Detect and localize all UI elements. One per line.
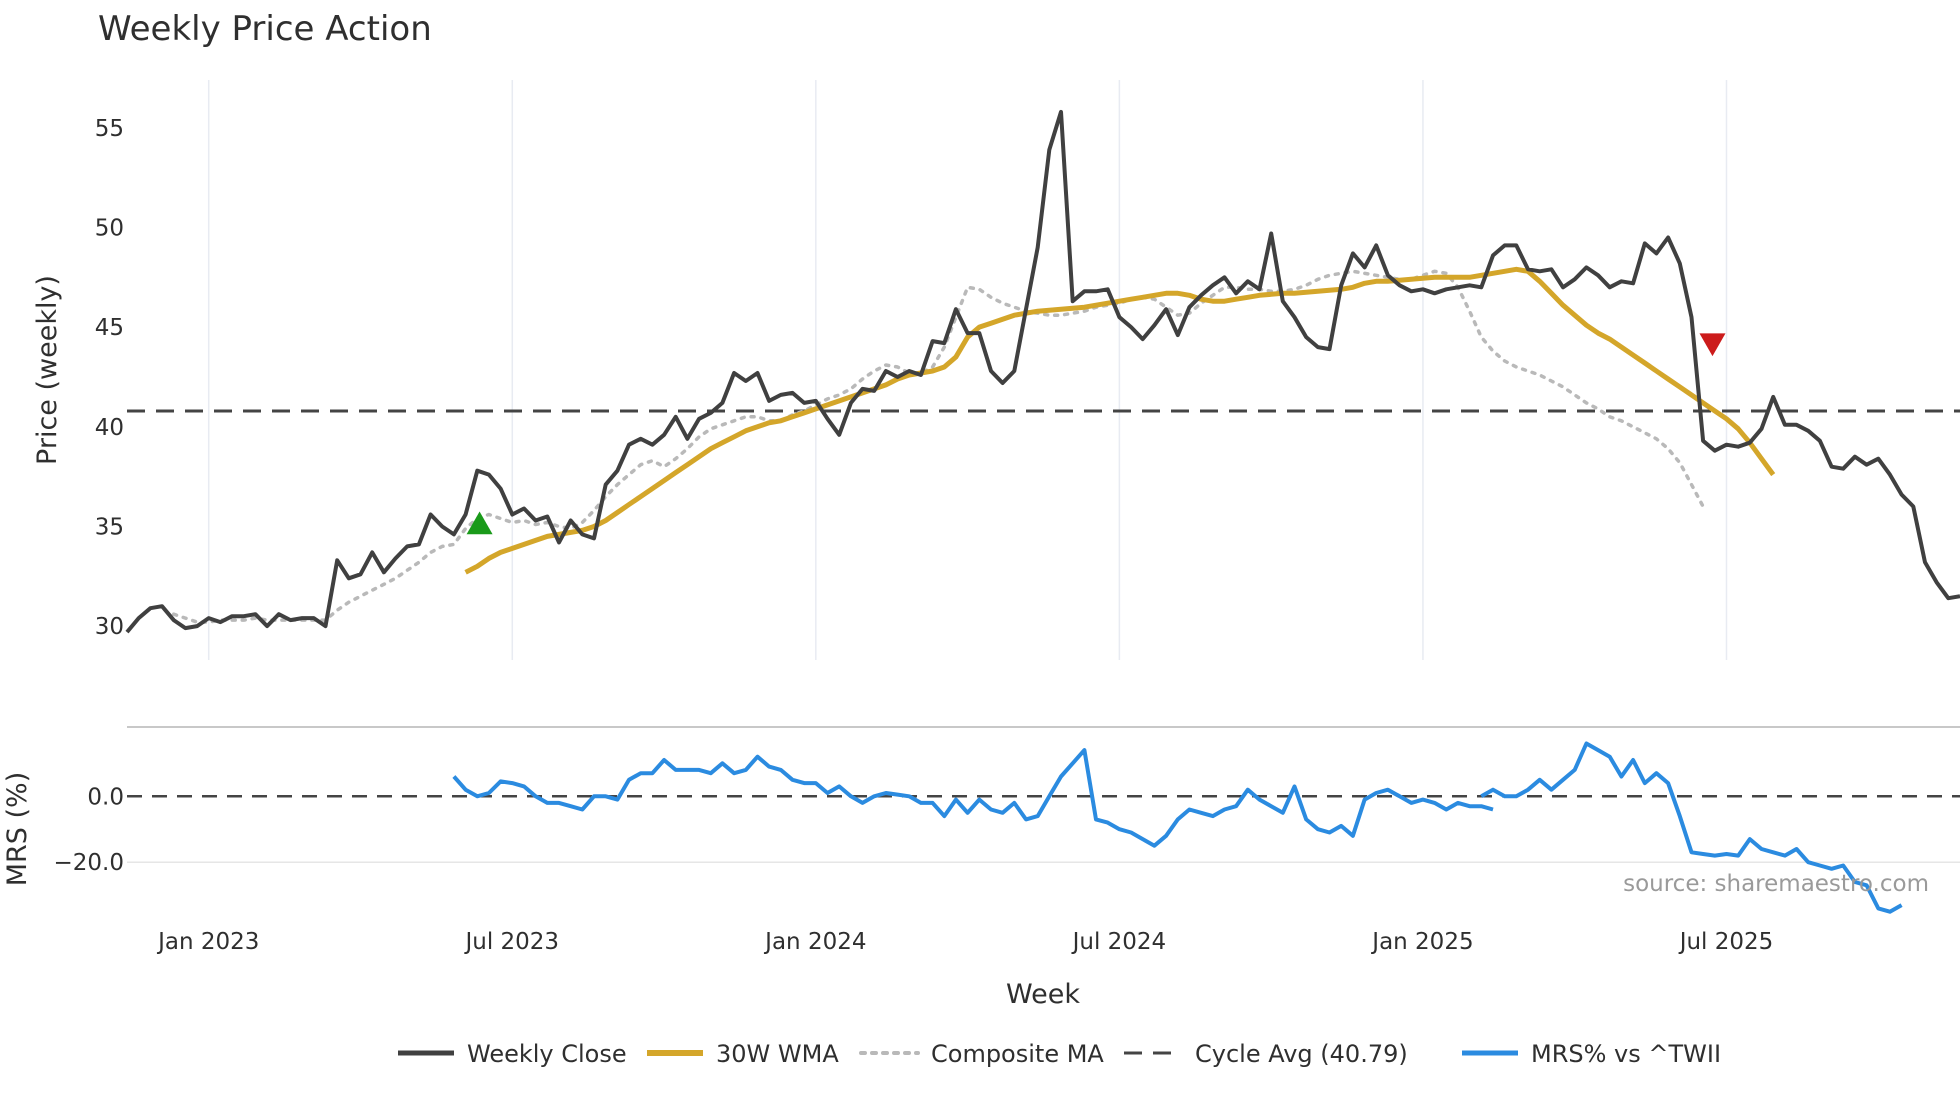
source-note: source: sharemaestro.com [1623, 871, 1929, 897]
legend-label-cycle-avg: Cycle Avg (40.79) [1195, 1040, 1408, 1068]
composite-ma-line [171, 269, 1705, 624]
legend-label-mrs: MRS% vs ^TWII [1531, 1040, 1721, 1068]
mrs-axis-label: MRS (%) [2, 772, 33, 887]
x-tick-label: Jan 2023 [156, 929, 259, 955]
x-tick-label: Jul 2024 [1071, 929, 1167, 955]
chart-title: Weekly Price Action [98, 9, 432, 49]
buy-signal-marker [466, 511, 493, 535]
legend-label-weekly-close: Weekly Close [467, 1040, 627, 1068]
mrs-line-segment [1480, 741, 1903, 914]
x-axis-label: Week [1006, 979, 1080, 1010]
price-y-tick-label: 30 [95, 614, 124, 640]
series-layer [125, 109, 1960, 914]
mrs-y-tick-label: −20.0 [54, 850, 124, 876]
price-y-tick-label: 35 [95, 514, 124, 540]
wma-30w-line [464, 266, 1776, 575]
reference-lines [127, 409, 1960, 798]
price-y-tick-label: 50 [95, 215, 124, 241]
legend-label-wma: 30W WMA [716, 1040, 839, 1068]
mrs-y-tick-label: 0.0 [87, 784, 124, 810]
price-y-tick-label: 40 [95, 415, 124, 441]
sell-signal-marker [1699, 333, 1726, 357]
price-y-tick-label: 45 [95, 315, 124, 341]
price-axis-label: Price (weekly) [32, 275, 63, 465]
grid-layer [127, 80, 1960, 863]
mrs-line-segment [452, 748, 1494, 848]
weekly-close-line [125, 109, 1960, 634]
x-tick-label: Jul 2023 [463, 929, 559, 955]
legend-label-composite-ma: Composite MA [931, 1040, 1104, 1068]
legend: Weekly Close 30W WMA Composite MA Cycle … [398, 1040, 1721, 1068]
price-y-tick-label: 55 [95, 116, 124, 142]
x-tick-label: Jan 2024 [763, 929, 866, 955]
signal-markers [466, 333, 1726, 535]
x-tick-label: Jan 2025 [1370, 929, 1473, 955]
x-tick-label: Jul 2025 [1678, 929, 1774, 955]
axis-ticks: Jan 2023 Jul 2023 Jan 2024 Jul 2024 Jan 2025… [54, 116, 1774, 955]
